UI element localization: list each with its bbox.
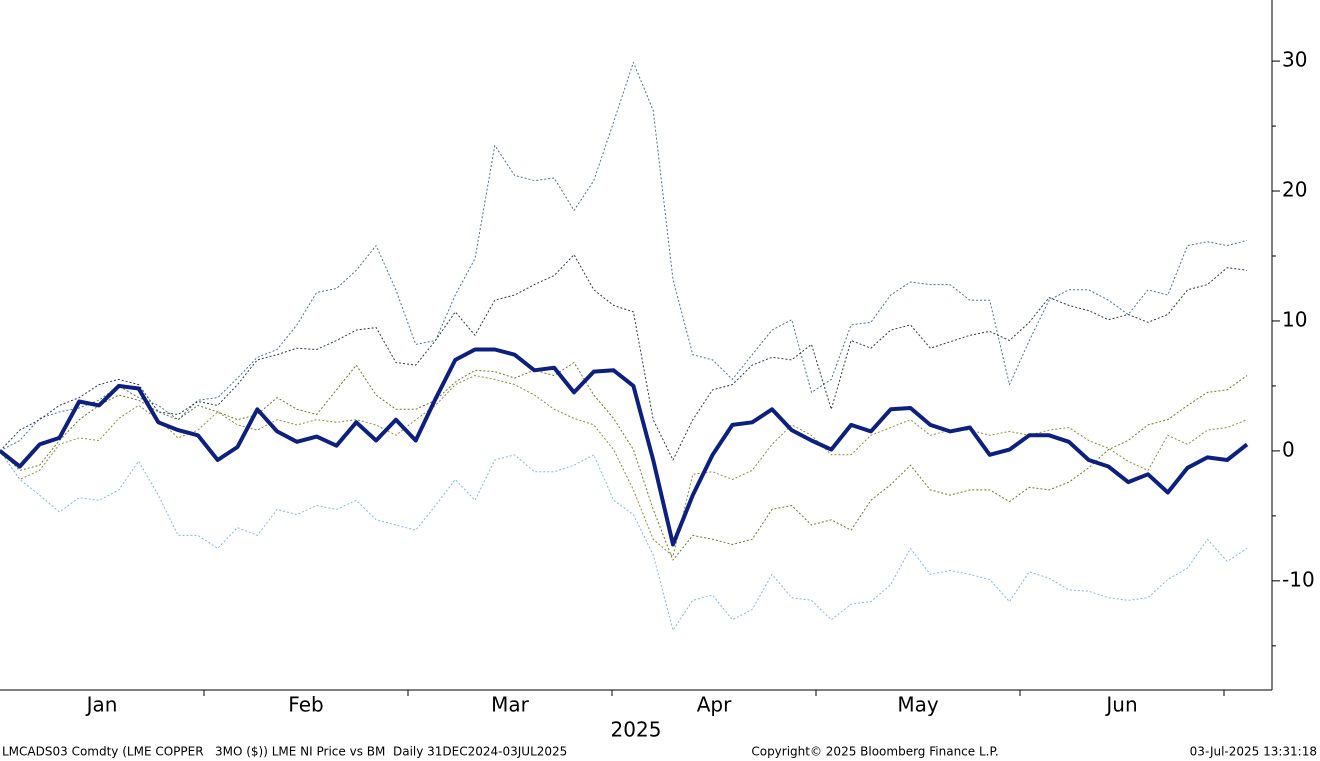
y-tick-label: 0 [1282, 437, 1295, 461]
x-tick-label: Feb [288, 693, 323, 717]
series-line [0, 254, 1248, 461]
footer-right: 03-Jul-2025 13:31:18 [1190, 745, 1317, 759]
x-tick-label: Apr [697, 693, 732, 717]
series-line [0, 450, 1248, 631]
series-line [0, 347, 1249, 547]
series-line [0, 375, 1248, 557]
x-tick-label: Jun [1104, 693, 1137, 717]
footer-center: Copyright© 2025 Bloomberg Finance L.P. [751, 745, 998, 759]
x-axis-label: 2025 [611, 718, 662, 742]
x-tick-label: May [897, 693, 939, 717]
x-tick-label: Mar [491, 693, 530, 717]
y-tick-label: -10 [1282, 567, 1315, 591]
y-tick-label: 20 [1282, 178, 1307, 202]
series-line [0, 362, 1248, 561]
y-tick-label: 10 [1282, 307, 1307, 331]
x-tick-label: Jan [85, 693, 118, 717]
y-tick-label: 30 [1282, 48, 1307, 72]
series-line [0, 61, 1248, 452]
footer-left: LMCADS03 Comdty (LME COPPER 3MO ($)) LME… [2, 745, 567, 759]
